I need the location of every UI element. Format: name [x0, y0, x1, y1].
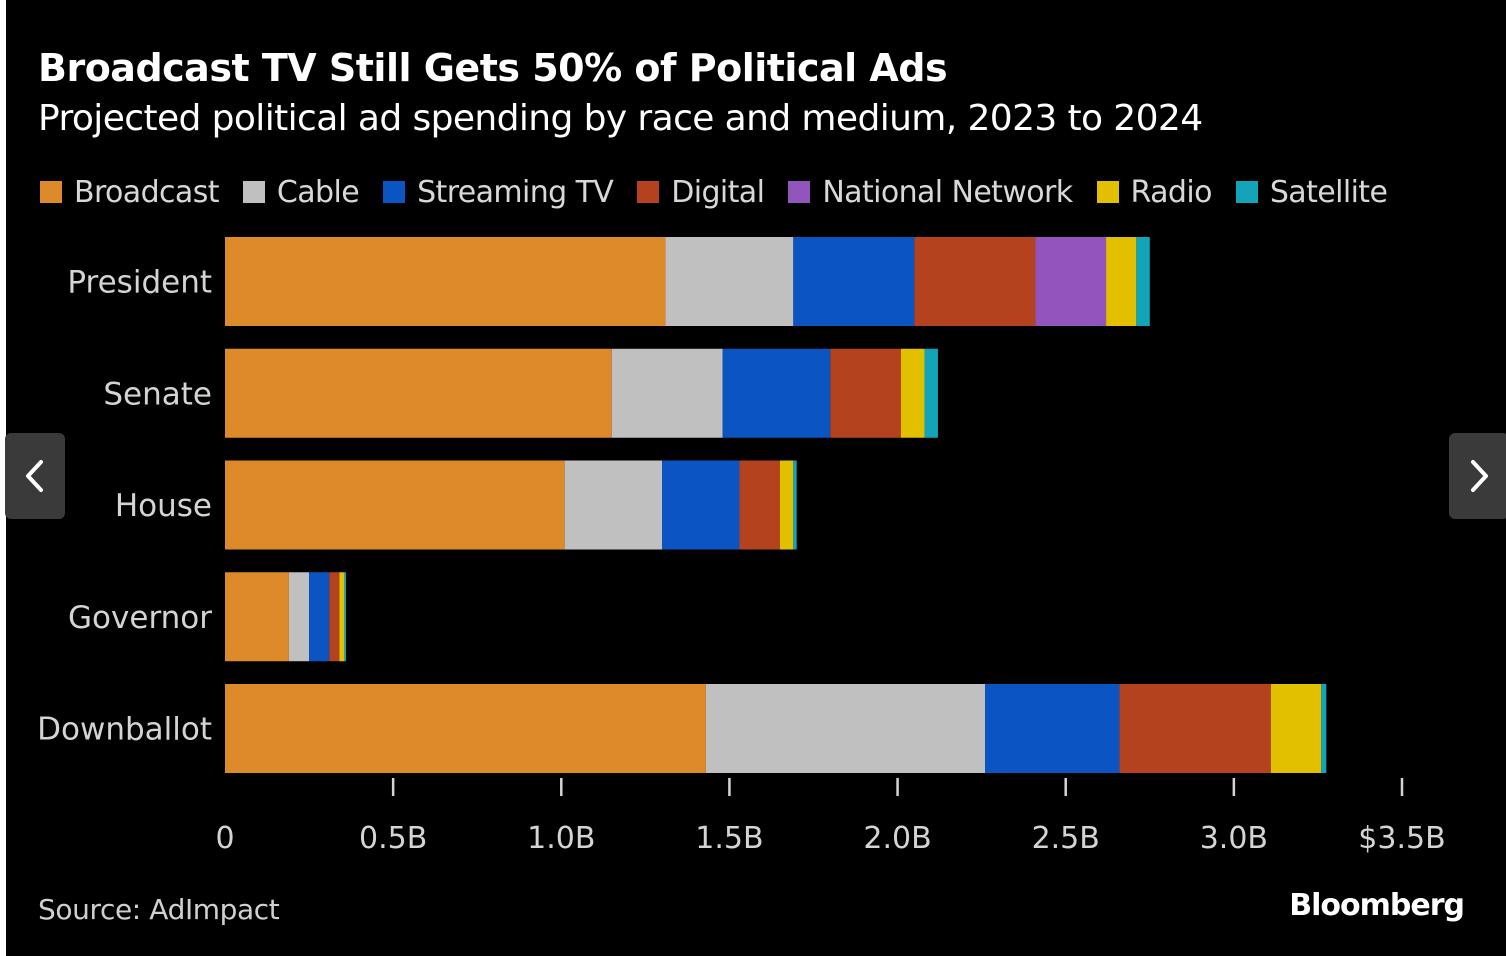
bloomberg-logo: Bloomberg: [1289, 888, 1465, 923]
bar-segment-senate-satellite: [924, 348, 938, 438]
chart-legend: Broadcast Cable Streaming TV Digital Nationa…: [40, 172, 1411, 212]
bar-segment-downballot-streaming-tv: [985, 684, 1120, 773]
bar-segment-downballot-satellite: [1321, 684, 1327, 773]
legend-label: Satellite: [1269, 174, 1388, 210]
next-slide-button[interactable]: [1449, 433, 1506, 519]
chevron-left-icon: [26, 460, 43, 492]
bar-segment-senate-streaming-tv: [722, 348, 831, 438]
bar-segment-governor-radio: [339, 572, 345, 662]
legend-item-digital: Digital: [637, 174, 765, 210]
bar-group-senate: [225, 348, 938, 438]
x-tick-label: 1.5B: [695, 821, 763, 856]
chart-title: Broadcast TV Still Gets 50% of Political…: [38, 46, 948, 90]
legend-item-broadcast: Broadcast: [40, 174, 220, 210]
legend-swatch: [242, 181, 265, 203]
bar-segment-house-radio: [779, 460, 794, 550]
bar-segment-governor-cable: [288, 572, 310, 662]
bar-segment-senate-broadcast: [225, 348, 612, 438]
bar-segment-senate-cable: [611, 348, 723, 438]
legend-swatch: [637, 181, 660, 203]
category-label-downballot: Downballot: [37, 712, 212, 748]
bar-group-downballot: [225, 684, 1327, 773]
x-tick-label: 2.5B: [1032, 821, 1100, 856]
x-tick-label: 0: [215, 821, 234, 856]
bar-segment-senate-radio: [900, 348, 925, 438]
bar-segment-house-digital: [739, 460, 780, 550]
chart-subtitle: Projected political ad spending by race …: [38, 98, 1203, 139]
bar-segment-downballot-digital: [1119, 684, 1271, 773]
chevron-right-icon: [1471, 460, 1488, 492]
bar-segment-downballot-radio: [1270, 684, 1322, 773]
category-label-house: House: [115, 488, 212, 524]
bar-group-house: [225, 460, 797, 550]
bar-segment-president-radio: [1106, 237, 1137, 326]
legend-swatch: [383, 181, 406, 203]
legend-swatch: [40, 181, 62, 203]
bar-segment-president-national-network: [1035, 237, 1107, 326]
x-tick-label: 0.5B: [359, 821, 427, 856]
bar-segment-house-broadcast: [225, 460, 565, 550]
category-label-president: President: [67, 265, 212, 301]
bar-segment-house-cable: [564, 460, 663, 550]
legend-label: Digital: [671, 174, 765, 210]
bar-segment-governor-digital: [329, 572, 340, 662]
legend-label: Streaming TV: [417, 174, 614, 210]
legend-label: Broadcast: [74, 174, 220, 210]
bar-segment-house-streaming-tv: [662, 460, 740, 550]
legend-label: Radio: [1130, 174, 1213, 210]
bar-segment-senate-digital: [830, 348, 901, 438]
x-tick-label: 1.0B: [527, 821, 595, 856]
source-note: Source: AdImpact: [38, 893, 280, 926]
category-label-governor: Governor: [68, 600, 212, 636]
legend-item-streaming-tv: Streaming TV: [383, 174, 614, 210]
legend-label: Cable: [276, 174, 360, 210]
legend-swatch: [1235, 181, 1258, 203]
bar-segment-president-streaming-tv: [793, 237, 915, 326]
bar-segment-downballot-cable: [705, 684, 986, 773]
legend-item-radio: Radio: [1096, 174, 1213, 210]
legend-swatch: [788, 181, 811, 203]
x-tick-label: 3.0B: [1200, 821, 1268, 856]
bar-segment-president-broadcast: [225, 237, 666, 326]
previous-slide-button[interactable]: [5, 433, 65, 519]
bar-segment-house-satellite: [793, 460, 797, 550]
bar-segment-governor-broadcast: [225, 572, 289, 662]
bar-group-governor: [225, 572, 347, 662]
legend-item-cable: Cable: [242, 174, 360, 210]
bar-segment-governor-streaming-tv: [309, 572, 330, 662]
bar-segment-president-satellite: [1136, 237, 1150, 326]
bar-segment-governor-satellite: [344, 572, 347, 662]
legend-item-satellite: Satellite: [1235, 174, 1388, 210]
bar-segment-president-cable: [665, 237, 794, 326]
bar-segment-downballot-broadcast: [225, 684, 706, 773]
legend-swatch: [1096, 181, 1119, 203]
legend-label: National Network: [822, 174, 1073, 210]
category-label-senate: Senate: [103, 376, 212, 412]
x-tick-label: 2.0B: [863, 821, 931, 856]
x-tick-label: $3.5B: [1358, 821, 1445, 856]
bar-segment-president-digital: [914, 237, 1036, 326]
bar-group-president: [225, 237, 1150, 326]
legend-item-national-network: National Network: [788, 174, 1073, 210]
